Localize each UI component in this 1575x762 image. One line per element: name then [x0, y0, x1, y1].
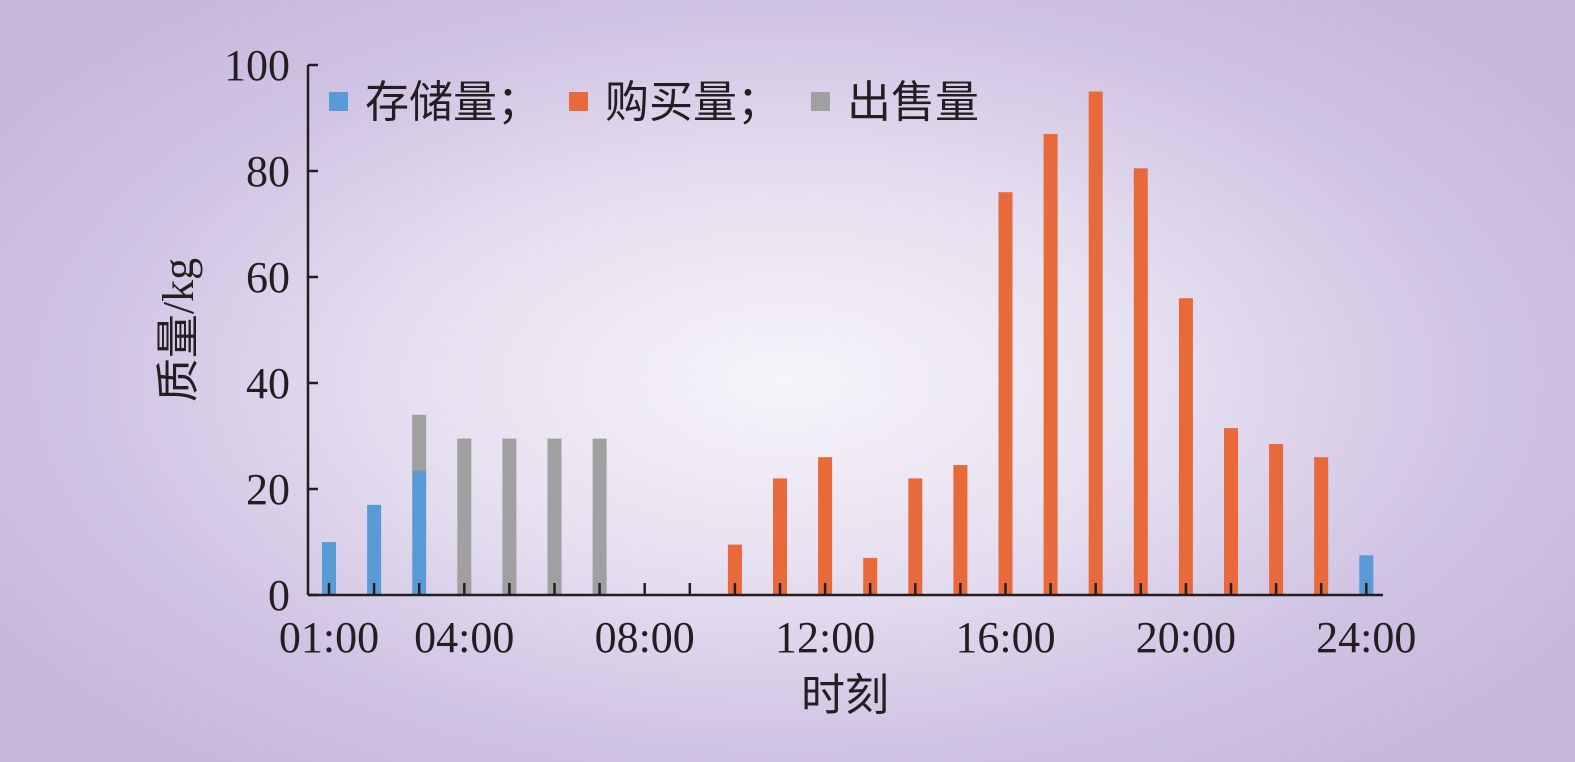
axes-layer: 0 20 40 60 80 100 01:00 04:00 08:00 12:00 16:00 20:…	[224, 41, 1416, 662]
bar-s2-h4	[457, 438, 472, 595]
bar-s1-h22	[1269, 444, 1284, 595]
bar-s0-h1	[322, 542, 336, 595]
bar-s1-h16	[998, 192, 1013, 595]
x-tick-label-4: 04:00	[414, 613, 514, 662]
bars-layer	[322, 91, 1374, 596]
legend-label-2: 出售量	[847, 78, 979, 127]
bar-s1-h14	[908, 478, 923, 595]
bar-s0-h3	[412, 470, 427, 595]
bar-s1-h10	[727, 544, 742, 595]
bar-s1-h17	[1043, 133, 1058, 595]
bar-s1-h19	[1133, 168, 1148, 596]
bar-s2-h5	[502, 438, 517, 595]
y-axis-title: 质量/kg	[154, 258, 203, 402]
y-tick-label-0: 0	[268, 571, 290, 620]
x-axis-title: 时刻	[801, 671, 889, 720]
x-tick-label-8: 08:00	[595, 613, 695, 662]
legend-label-0: 存储量；	[365, 78, 541, 127]
bar-s1-h20	[1178, 298, 1193, 595]
y-tick-label-60: 60	[246, 253, 290, 302]
bar-s1-h15	[953, 465, 968, 595]
x-tick-label-24: 24:00	[1316, 613, 1416, 662]
y-tick-label-20: 20	[246, 465, 290, 514]
bar-s0-h2	[367, 504, 382, 595]
x-tick-label-16: 16:00	[955, 613, 1055, 662]
legend-swatch-1	[569, 92, 588, 111]
bar-s1-h13	[863, 557, 878, 595]
y-tick-label-80: 80	[246, 147, 290, 196]
legend: 存储量； 购买量； 出售量	[329, 78, 979, 127]
bar-s2-h6	[547, 438, 562, 595]
bar-s1-h21	[1224, 428, 1238, 595]
bar-s0-h24	[1359, 555, 1374, 596]
y-tick-label-40: 40	[246, 359, 290, 408]
x-tick-label-20: 20:00	[1136, 613, 1236, 662]
bar-s1-h12	[818, 457, 833, 595]
y-tick-label-100: 100	[224, 41, 290, 90]
x-tick-label-12: 12:00	[775, 613, 875, 662]
bar-s1-h18	[1088, 91, 1103, 595]
legend-swatch-2	[811, 92, 830, 111]
bar-s1-h23	[1314, 457, 1329, 595]
x-tick-label-1: 01:00	[279, 613, 379, 662]
bar-s2-h7	[592, 438, 607, 595]
bar-s2-h3	[412, 414, 427, 471]
legend-swatch-0	[329, 92, 348, 111]
legend-label-1: 购买量；	[605, 78, 781, 127]
bar-s1-h11	[773, 478, 787, 595]
